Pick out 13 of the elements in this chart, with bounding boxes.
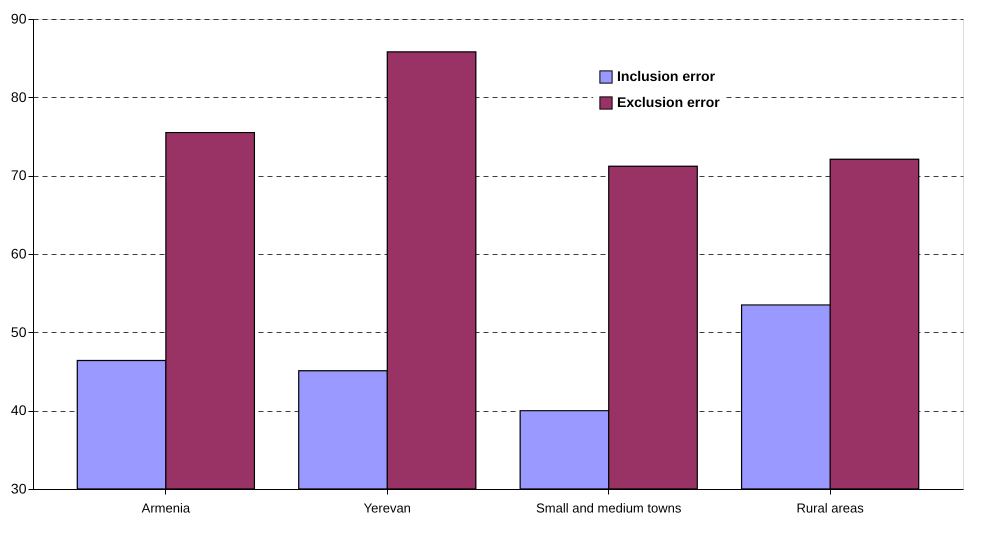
y-tick-label: 80 (10, 88, 27, 105)
y-tick-label: 70 (10, 167, 27, 184)
y-tick-label: 60 (10, 246, 27, 262)
legend-label: Inclusion error (617, 68, 716, 84)
y-tick-label: 50 (10, 324, 27, 340)
legend-label: Exclusion error (617, 94, 720, 110)
y-tick-label: 30 (10, 480, 27, 496)
x-tick-label: Small and medium towns (536, 500, 682, 516)
y-tick-label: 90 (10, 10, 27, 26)
x-tick-label: Rural areas (796, 500, 864, 516)
y-tick-label: 40 (10, 402, 27, 418)
x-tick-label: Armenia (142, 500, 191, 516)
x-tick-label: Yerevan (364, 500, 411, 516)
